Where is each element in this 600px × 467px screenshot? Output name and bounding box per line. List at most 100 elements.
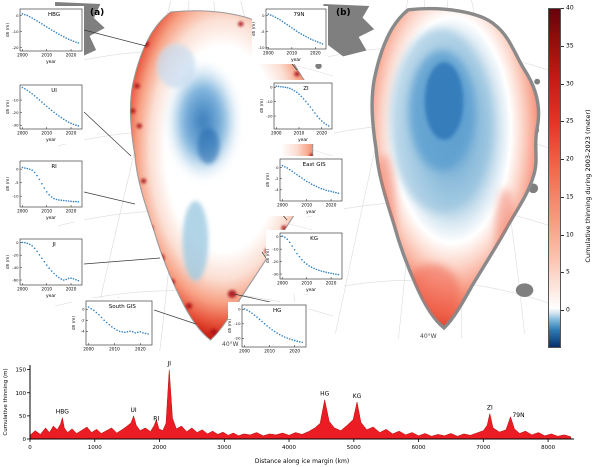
svg-text:2020: 2020 — [310, 51, 321, 56]
map-a-anomalies — [130, 21, 315, 335]
svg-text:2010: 2010 — [41, 131, 52, 136]
svg-text:2020: 2020 — [66, 53, 77, 58]
svg-text:year: year — [46, 137, 56, 143]
svg-text:8000: 8000 — [541, 445, 555, 451]
map-a-lon-label: 40°W — [222, 341, 239, 348]
inset-chart-kg: 0 -10 -20 -30 2000 2010 2020 KG year dh (m) — [266, 230, 344, 294]
svg-text:2010: 2010 — [294, 131, 305, 136]
colorbar: 0 5 10 15 20 25 30 35 40 Cumulative thinning dur… — [548, 5, 600, 356]
svg-text:-4: -4 — [81, 329, 85, 334]
connector-line-ui — [83, 111, 132, 157]
colorbar-tick-label: 0 — [566, 306, 570, 314]
svg-text:2000: 2000 — [17, 287, 28, 292]
svg-text:dh (m): dh (m) — [6, 100, 10, 114]
svg-text:ZI: ZI — [487, 405, 493, 412]
svg-text:2020: 2020 — [66, 131, 77, 136]
svg-text:-2: -2 — [81, 318, 85, 323]
svg-text:HBG: HBG — [56, 409, 70, 416]
svg-text:1000: 1000 — [88, 445, 102, 451]
svg-text:2020: 2020 — [326, 281, 337, 286]
svg-text:South GIS: South GIS — [109, 304, 137, 310]
svg-text:year: year — [46, 215, 56, 221]
inset-plot-svg: 0 -10 -20 2000 2010 2020 HBG year dh (m) — [6, 8, 83, 65]
svg-text:RI: RI — [51, 164, 57, 170]
svg-text:5000: 5000 — [347, 445, 361, 451]
svg-text:2020: 2020 — [316, 131, 327, 136]
svg-text:0: 0 — [82, 307, 85, 312]
svg-text:JI: JI — [166, 361, 171, 368]
svg-text:-20: -20 — [266, 113, 273, 118]
connector-line-ri — [83, 191, 136, 205]
svg-text:dh (m): dh (m) — [260, 99, 264, 113]
svg-text:4000: 4000 — [282, 445, 296, 451]
svg-text:Cumulative thinning (m): Cumulative thinning (m) — [3, 368, 9, 435]
svg-text:0: 0 — [262, 13, 265, 18]
inset-plot-svg: 0-10-20200020102020HGyeardh (m) — [228, 304, 307, 361]
colorbar-tickmark — [561, 196, 564, 198]
svg-text:dh (m): dh (m) — [252, 22, 256, 36]
inset-chart-ji: 0 -20 -40 -60 2000 2010 2020 JI year dh (m) — [6, 236, 84, 300]
connector-line-kg — [261, 251, 267, 259]
svg-text:year: year — [46, 293, 56, 299]
svg-text:79N: 79N — [293, 12, 304, 18]
svg-text:0: 0 — [16, 13, 19, 18]
colorbar-label: Cumulative thinning during 2003-2023 (me… — [584, 109, 592, 263]
inset-chart-79n: 0 -5 -10 2000 2010 2020 79N year dh (m) — [252, 6, 328, 64]
svg-text:KG: KG — [353, 393, 362, 400]
colorbar-tick-label: 20 — [566, 155, 574, 163]
svg-text:-40: -40 — [12, 265, 19, 270]
svg-text:7000: 7000 — [476, 445, 490, 451]
svg-text:0: 0 — [16, 167, 19, 172]
svg-text:79N: 79N — [512, 412, 524, 419]
svg-text:3000: 3000 — [217, 445, 231, 451]
svg-text:dh (m): dh (m) — [6, 23, 10, 37]
panel-b-label: (b) — [336, 8, 351, 18]
svg-text:2010: 2010 — [41, 287, 52, 292]
svg-text:-20: -20 — [272, 259, 279, 264]
svg-text:100: 100 — [16, 391, 27, 397]
panel-a-label: (a) — [90, 8, 105, 18]
svg-text:2000: 2000 — [83, 347, 94, 352]
colorbar-tickmark — [561, 83, 564, 85]
svg-text:0: 0 — [276, 234, 279, 239]
svg-text:dh (m): dh (m) — [6, 255, 10, 269]
svg-text:year: year — [306, 209, 316, 215]
svg-text:year: year — [298, 137, 308, 143]
inset-plot-svg: 0 -20 -40 -60 2000 2010 2020 JI year dh (m) — [6, 238, 83, 299]
svg-text:6000: 6000 — [412, 445, 426, 451]
svg-text:UI: UI — [51, 88, 57, 94]
inset-plot-svg: 0 -2 -4 2000 2010 2020 East GIS year dh (m) — [266, 158, 343, 215]
svg-text:2020: 2020 — [135, 347, 146, 352]
map-b-lon-label: 40°W — [420, 333, 437, 340]
svg-text:-20: -20 — [12, 110, 19, 115]
svg-text:2020: 2020 — [66, 209, 77, 214]
svg-text:2000: 2000 — [277, 281, 288, 286]
svg-text:2020: 2020 — [326, 203, 337, 208]
svg-text:-10: -10 — [12, 29, 19, 34]
svg-text:2010: 2010 — [301, 203, 312, 208]
svg-text:-5: -5 — [261, 29, 265, 34]
connector-line-hg — [233, 293, 271, 303]
connector-line-hbg — [83, 29, 147, 47]
svg-text:ZI: ZI — [303, 86, 309, 92]
svg-text:-20: -20 — [12, 45, 19, 50]
inset-plot-svg: 0 -10 -20 -30 2000 2010 2020 KG year dh (m) — [266, 232, 343, 293]
svg-text:HBG: HBG — [48, 12, 60, 18]
inset-chart-ui: -10 -20 -30 2000 2010 2020 UI year dh (m) — [6, 82, 84, 144]
colorbar-tick-label: 15 — [566, 193, 574, 201]
svg-text:-2: -2 — [275, 176, 279, 181]
colorbar-tickmark — [561, 159, 564, 161]
svg-text:0: 0 — [238, 307, 241, 312]
svg-text:2010: 2010 — [41, 209, 52, 214]
svg-text:-60: -60 — [12, 277, 19, 282]
svg-text:2010: 2010 — [264, 349, 275, 354]
inset-chart-hbg: 0 -10 -20 2000 2010 2020 HBG year dh (m) — [6, 6, 84, 66]
svg-text:2000: 2000 — [153, 445, 167, 451]
svg-text:year: year — [291, 57, 301, 63]
svg-text:UI: UI — [131, 407, 137, 414]
inset-chart-eastgis: 0 -2 -4 2000 2010 2020 East GIS year dh (m) — [266, 156, 344, 216]
svg-text:East GIS: East GIS — [303, 162, 326, 168]
inset-chart-ri: 0 -5 -10 2000 2010 2020 RI year dh (m) — [6, 158, 84, 222]
